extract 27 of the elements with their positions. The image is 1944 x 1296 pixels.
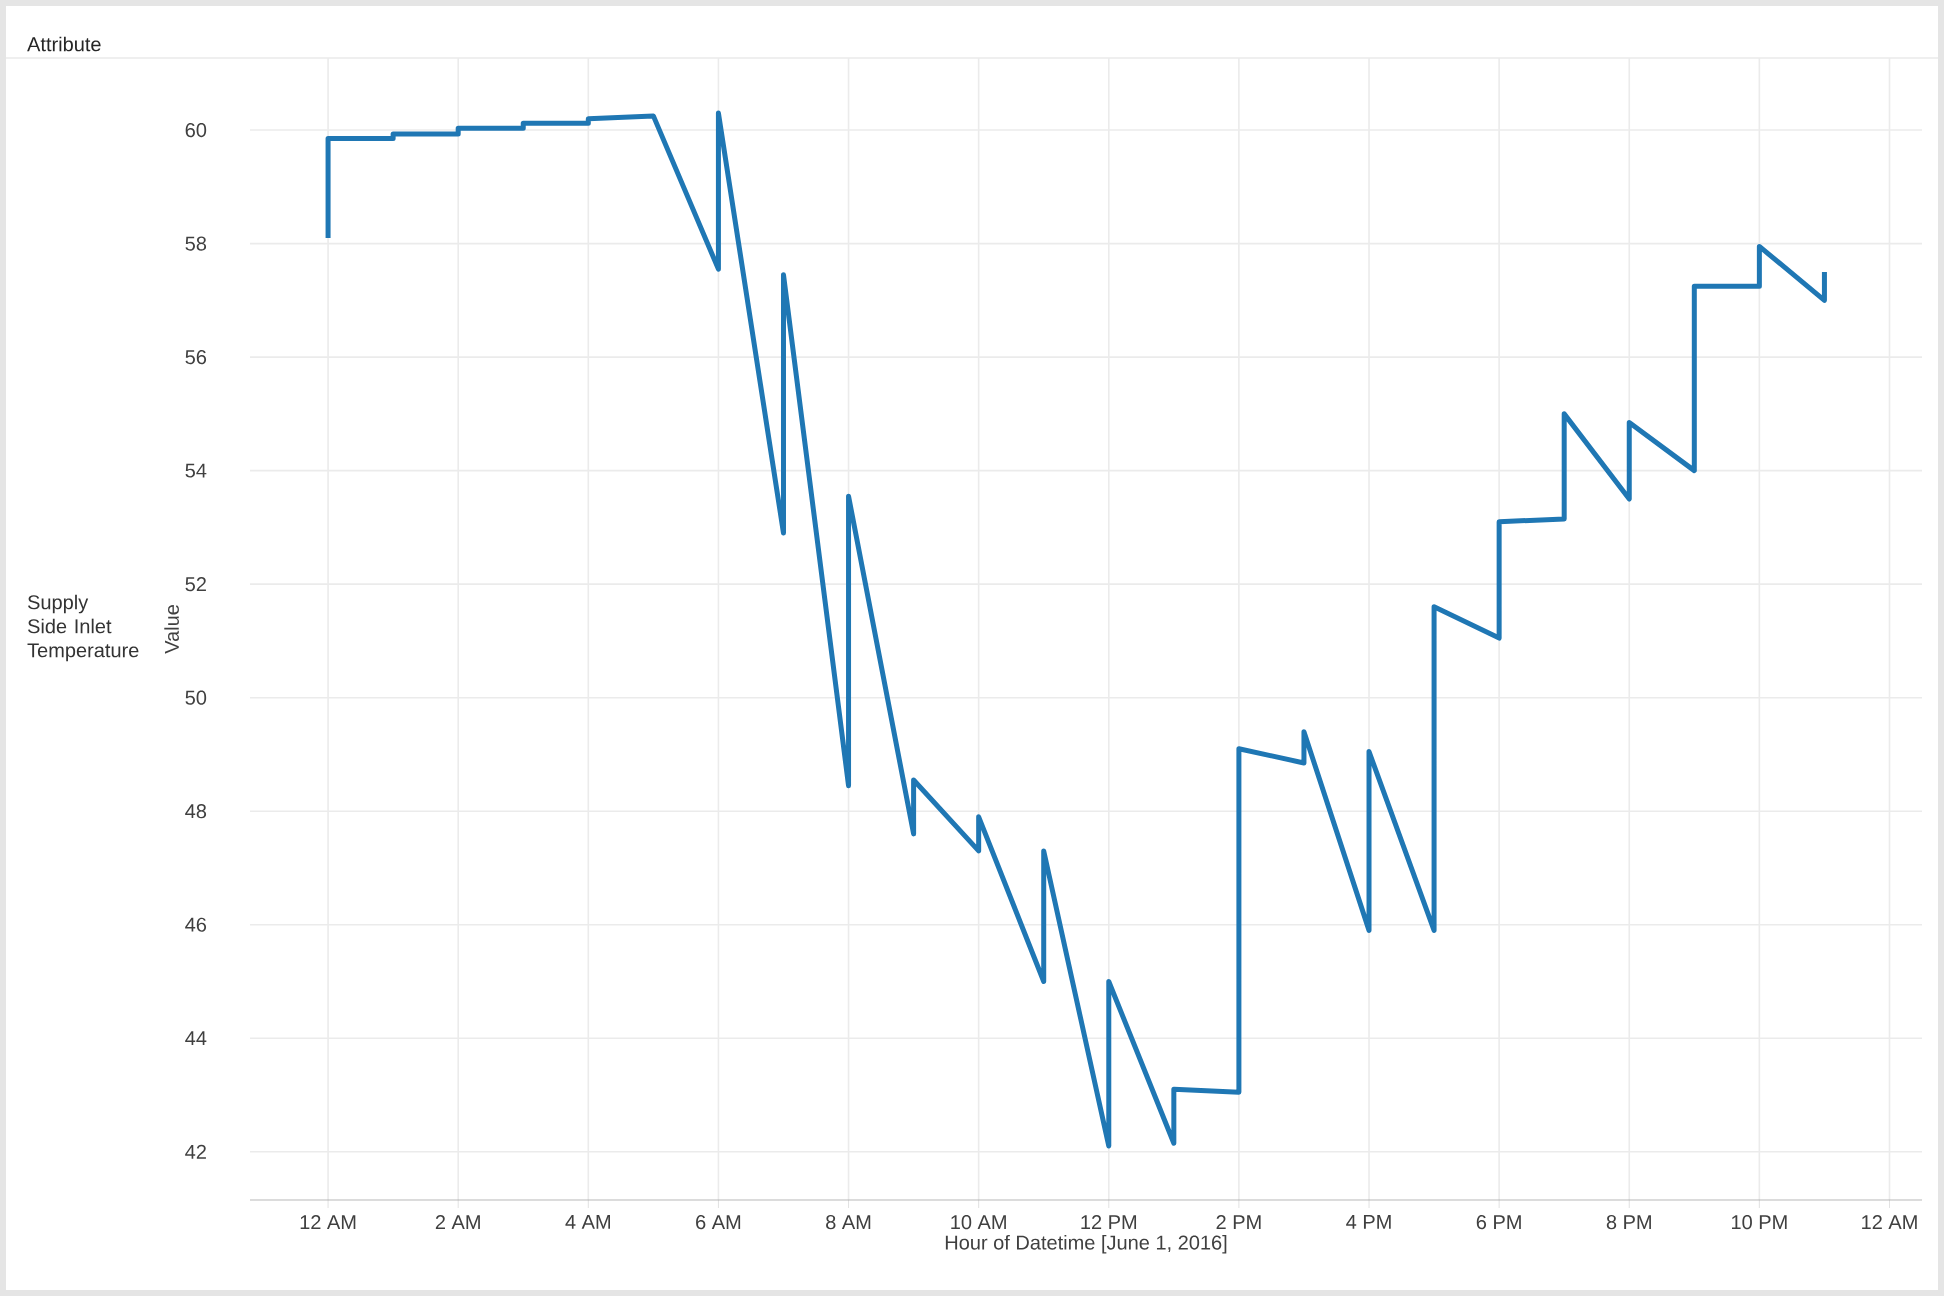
y-tick-label: 56 xyxy=(185,350,207,365)
x-tick-label: 12 AM xyxy=(300,1215,356,1230)
legend-title: Attribute xyxy=(27,36,101,52)
text: Supply Side Inlet Temperature xyxy=(27,594,139,662)
x-tick-label: 12 PM xyxy=(1081,1215,1137,1230)
x-tick-label: 2 PM xyxy=(1216,1215,1261,1230)
x-tick-label: 10 AM xyxy=(951,1215,1006,1230)
y-tick-label: 50 xyxy=(185,690,207,705)
x-tick-label: 8 AM xyxy=(826,1215,871,1230)
y-tick-label: 58 xyxy=(185,236,207,251)
y-tick-label: 60 xyxy=(185,123,207,138)
x-tick-label: 4 AM xyxy=(565,1215,610,1229)
x-tick-label: 12 AM xyxy=(1862,1215,1917,1230)
y-tick-label: 44 xyxy=(185,1031,207,1046)
x-tick-label: 6 AM xyxy=(696,1215,741,1230)
y-tick-label: 42 xyxy=(185,1144,206,1159)
x-tick-label: 4 PM xyxy=(1346,1215,1391,1229)
y-tick-label: 48 xyxy=(185,804,207,819)
y-tick-label: 46 xyxy=(185,917,207,932)
y-axis-title: Value xyxy=(164,605,179,654)
x-axis-title: Hour of Datetime [June 1, 2016] xyxy=(945,1234,1227,1254)
x-tick-label: 8 PM xyxy=(1606,1215,1651,1230)
x-tick-label: 10 PM xyxy=(1732,1215,1787,1230)
y-tick-label: 54 xyxy=(185,463,207,478)
x-tick-label: 6 PM xyxy=(1476,1215,1521,1230)
x-tick-label: 2 AM xyxy=(435,1215,480,1230)
y-tick-label: 52 xyxy=(185,577,206,592)
